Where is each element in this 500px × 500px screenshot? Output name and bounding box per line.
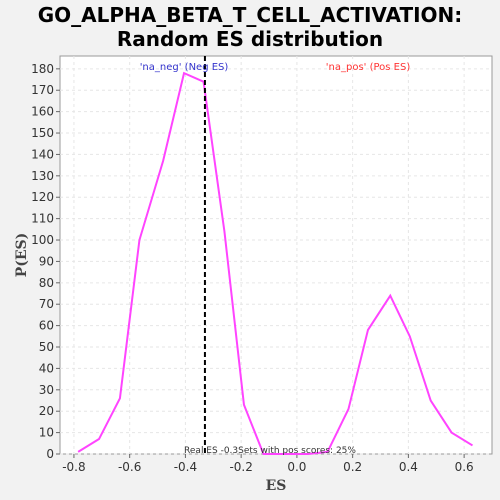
y-tick-label: 110: [31, 212, 54, 226]
y-tick-label: 70: [39, 297, 54, 311]
x-tick-label: -0.6: [118, 460, 141, 474]
y-tick-label: 0: [46, 447, 54, 461]
y-tick-label: 180: [31, 62, 54, 76]
x-tick-label: 0.0: [287, 460, 306, 474]
series-line: [77, 71, 474, 455]
plot-area: [59, 55, 493, 455]
chart-title-line2: Random ES distribution: [116, 27, 384, 51]
y-tick-label: 120: [31, 190, 54, 204]
x-tick-label: -0.8: [62, 460, 85, 474]
y-axis: 0 10 20 30 40 50 60 70 80 90 100 110 120 130 140 150 160…: [31, 62, 60, 461]
y-tick-label: 150: [31, 126, 54, 140]
chart-title-line1: GO_ALPHA_BETA_T_CELL_ACTIVATION:: [37, 3, 463, 27]
x-axis-label: ES: [266, 478, 287, 494]
legend-neg: 'na_neg' (Neg ES): [140, 62, 229, 73]
y-tick-label: 160: [31, 105, 54, 119]
y-tick-label: 90: [39, 254, 54, 268]
real-es-annotation: Real ES -0.3Sets with pos scores: 25%: [184, 446, 356, 456]
x-tick-label: 0.4: [399, 460, 418, 474]
y-tick-label: 130: [31, 169, 54, 183]
y-tick-label: 100: [31, 233, 54, 247]
y-tick-label: 50: [39, 340, 54, 354]
y-tick-label: 60: [39, 319, 54, 333]
y-tick-label: 20: [39, 404, 54, 418]
x-axis: -0.8 -0.6 -0.4 -0.2 0.0 0.2 0.4 0.6: [62, 454, 474, 474]
y-tick-label: 140: [31, 147, 54, 161]
x-tick-label: -0.4: [174, 460, 197, 474]
y-tick-label: 40: [39, 361, 54, 375]
y-axis-label: P(ES): [14, 233, 30, 278]
y-tick-label: 30: [39, 383, 54, 397]
y-tick-label: 10: [39, 426, 54, 440]
x-tick-label: 0.6: [455, 460, 474, 474]
y-tick-label: 170: [31, 83, 54, 97]
x-tick-label: 0.2: [343, 460, 362, 474]
legend-pos: 'na_pos' (Pos ES): [326, 62, 411, 73]
x-tick-label: -0.2: [229, 460, 252, 474]
y-tick-label: 80: [39, 276, 54, 290]
